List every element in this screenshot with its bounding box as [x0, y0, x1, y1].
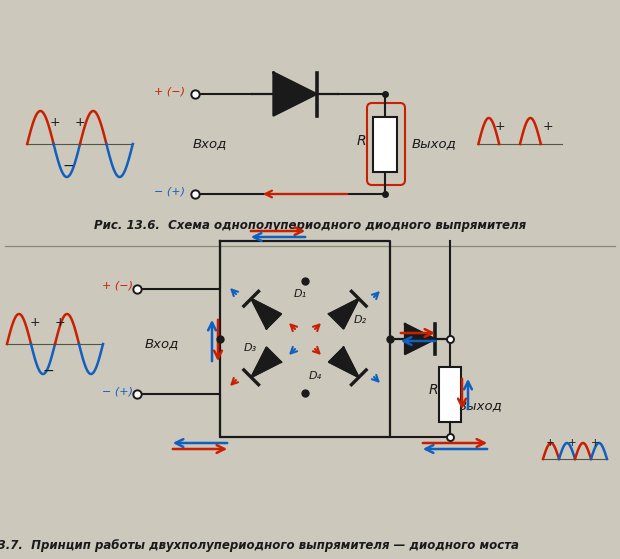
- Polygon shape: [273, 73, 316, 116]
- Text: Вход: Вход: [145, 338, 179, 350]
- Text: Выход: Выход: [458, 400, 503, 413]
- Text: − (+): − (+): [154, 186, 185, 196]
- Bar: [373, 116, 397, 172]
- Text: −: −: [42, 364, 54, 378]
- Text: +: +: [495, 120, 505, 132]
- Text: н: н: [445, 393, 452, 403]
- Text: +: +: [546, 438, 554, 448]
- Text: D₃: D₃: [244, 343, 257, 353]
- Text: + (−): + (−): [102, 281, 133, 291]
- Text: R: R: [428, 383, 438, 397]
- Text: +: +: [542, 120, 553, 132]
- Text: + (−): + (−): [154, 86, 185, 96]
- Text: +: +: [591, 438, 600, 448]
- Text: +: +: [30, 316, 40, 329]
- Text: Вход: Вход: [193, 138, 227, 150]
- Text: Рис. 13.6.  Схема однополупериодного диодного выпрямителя: Рис. 13.6. Схема однополупериодного диод…: [94, 220, 526, 233]
- Text: +: +: [50, 116, 60, 129]
- Bar: [439, 367, 461, 421]
- Polygon shape: [329, 299, 359, 329]
- Text: −: −: [62, 159, 74, 173]
- Text: н: н: [373, 144, 380, 154]
- Text: R: R: [356, 134, 366, 148]
- Polygon shape: [329, 347, 359, 377]
- Text: D₄: D₄: [308, 371, 322, 381]
- Text: +: +: [568, 438, 577, 448]
- Text: − (+): − (+): [102, 386, 133, 396]
- Polygon shape: [405, 324, 435, 354]
- Text: Выход: Выход: [412, 138, 457, 150]
- Text: D₂: D₂: [353, 315, 366, 325]
- Polygon shape: [251, 347, 281, 377]
- Text: Рис. 13.7.  Принцип работы двухполупериодного выпрямителя — диодного моста: Рис. 13.7. Принцип работы двухполупериод…: [0, 538, 519, 552]
- Text: D₁: D₁: [293, 289, 306, 299]
- Text: +: +: [55, 316, 65, 329]
- Polygon shape: [251, 299, 281, 329]
- Text: +: +: [74, 116, 86, 129]
